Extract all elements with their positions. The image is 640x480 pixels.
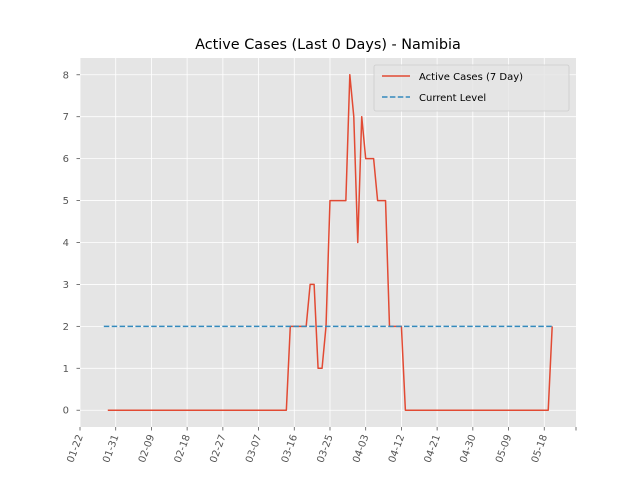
legend-box [373,64,570,112]
legend-label-active: Active Cases (7 Day) [419,72,523,83]
legend: Active Cases (7 Day) Current Level [373,64,570,112]
y-tick-label: 0 [63,406,69,417]
y-tick-label: 4 [63,238,69,249]
series-layer [103,74,553,411]
y-axis: 0 1 2 3 4 5 6 7 8 [63,70,80,417]
y-tick-label: 2 [63,322,69,333]
legend-label-current: Current Level [419,93,486,104]
y-tick-label: 7 [63,112,69,123]
y-tick-label: 5 [63,196,69,207]
y-tick-label: 6 [63,154,69,165]
y-tick-label: 8 [63,70,69,81]
y-tick-label: 1 [63,364,69,375]
chart-title: Active Cases (Last 0 Days) - Namibia [195,37,461,53]
y-tick-label: 3 [63,280,69,291]
